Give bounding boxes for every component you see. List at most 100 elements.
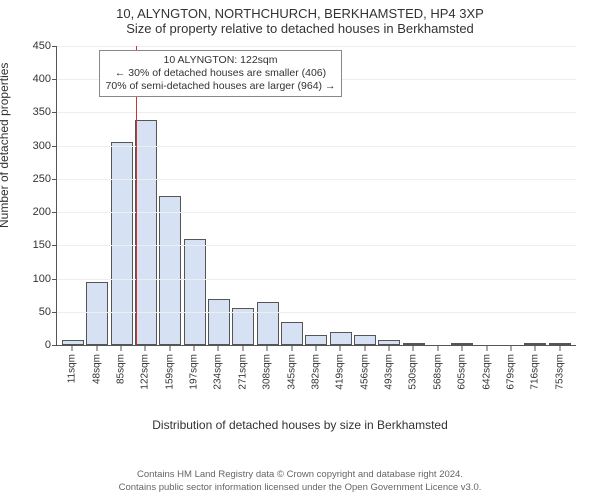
bar xyxy=(354,335,376,345)
x-tick: 642sqm xyxy=(476,346,498,406)
x-tick-label: 642sqm xyxy=(481,354,492,390)
x-tick-label: 48sqm xyxy=(91,354,102,384)
bar xyxy=(403,343,425,345)
y-tick-label: 100 xyxy=(33,273,51,285)
annotation-line: 70% of semi-detached houses are larger (… xyxy=(106,80,336,93)
x-tick-mark xyxy=(194,346,195,351)
x-tick-mark xyxy=(169,346,170,351)
x-tick-mark xyxy=(267,346,268,351)
y-tick-mark xyxy=(52,312,57,313)
grid-line xyxy=(57,245,576,246)
x-tick-mark xyxy=(389,346,390,351)
chart-title-line1: 10, ALYNGTON, NORTHCHURCH, BERKHAMSTED, … xyxy=(0,0,600,21)
x-tick: 716sqm xyxy=(524,346,546,406)
x-ticks-container: 11sqm 48sqm 85sqm 122sqm159sqm 197sqm 234sqm 2… xyxy=(56,346,576,406)
x-tick-label: 530sqm xyxy=(408,354,419,390)
x-tick: 159sqm xyxy=(159,346,181,406)
x-tick: 271sqm xyxy=(232,346,254,406)
x-tick: 753sqm xyxy=(549,346,571,406)
y-tick-label: 300 xyxy=(33,140,51,152)
y-tick-label: 400 xyxy=(33,73,51,85)
x-tick-mark xyxy=(535,346,536,351)
bar xyxy=(62,340,84,345)
bar-slot xyxy=(378,46,400,345)
x-tick-label: 605sqm xyxy=(457,354,468,390)
x-tick-mark xyxy=(340,346,341,351)
grid-line xyxy=(57,112,576,113)
y-tick-label: 450 xyxy=(33,40,51,52)
bar-slot xyxy=(451,46,473,345)
x-tick-label: 753sqm xyxy=(554,354,565,390)
bar xyxy=(305,335,327,345)
x-tick: 234sqm xyxy=(207,346,229,406)
bar-slot xyxy=(62,46,84,345)
y-tick-mark xyxy=(52,146,57,147)
y-tick-label: 150 xyxy=(33,239,51,251)
x-tick: 419sqm xyxy=(329,346,351,406)
grid-line xyxy=(57,279,576,280)
chart-container: Number of detached properties 0501001502… xyxy=(0,38,600,418)
bar xyxy=(86,282,108,345)
y-tick-label: 350 xyxy=(33,106,51,118)
bar xyxy=(524,343,546,345)
x-tick: 568sqm xyxy=(427,346,449,406)
y-tick-mark xyxy=(52,279,57,280)
x-tick-mark xyxy=(120,346,121,351)
x-tick-label: 85sqm xyxy=(115,354,126,384)
x-axis-label: Distribution of detached houses by size … xyxy=(0,418,600,432)
y-tick-mark xyxy=(52,179,57,180)
credit-text: Contains HM Land Registry data © Crown c… xyxy=(0,469,600,494)
x-tick-label: 345sqm xyxy=(286,354,297,390)
x-tick-mark xyxy=(559,346,560,351)
x-tick-mark xyxy=(462,346,463,351)
bar xyxy=(232,308,254,345)
bar xyxy=(184,239,206,345)
x-tick: 456sqm xyxy=(354,346,376,406)
bar xyxy=(257,302,279,345)
bar xyxy=(330,332,352,345)
x-tick: 679sqm xyxy=(500,346,522,406)
x-tick-label: 382sqm xyxy=(310,354,321,390)
bar-slot xyxy=(476,46,498,345)
grid-line xyxy=(57,146,576,147)
y-tick-mark xyxy=(52,46,57,47)
x-tick: 197sqm xyxy=(183,346,205,406)
x-tick-label: 716sqm xyxy=(530,354,541,390)
y-tick-mark xyxy=(52,112,57,113)
x-tick-mark xyxy=(315,346,316,351)
y-tick-label: 0 xyxy=(45,339,51,351)
bar-slot xyxy=(427,46,449,345)
bar xyxy=(378,340,400,345)
y-tick-label: 200 xyxy=(33,206,51,218)
x-tick-mark xyxy=(291,346,292,351)
x-tick-mark xyxy=(218,346,219,351)
annotation-line: 10 ALYNGTON: 122sqm xyxy=(106,54,336,67)
x-tick-label: 679sqm xyxy=(505,354,516,390)
x-tick-label: 456sqm xyxy=(359,354,370,390)
grid-line xyxy=(57,312,576,313)
bar xyxy=(549,343,571,345)
plot-area: 05010015020025030035040045010 ALYNGTON: … xyxy=(56,46,576,346)
grid-line xyxy=(57,46,576,47)
x-tick: 11sqm xyxy=(61,346,83,406)
x-tick-label: 493sqm xyxy=(384,354,395,390)
chart-title-line2: Size of property relative to detached ho… xyxy=(0,21,600,38)
grid-line xyxy=(57,179,576,180)
bar-slot xyxy=(549,46,571,345)
x-tick: 122sqm xyxy=(134,346,156,406)
x-tick-mark xyxy=(413,346,414,351)
bar xyxy=(208,299,230,346)
x-tick-mark xyxy=(437,346,438,351)
x-tick-label: 11sqm xyxy=(67,354,78,383)
x-tick: 493sqm xyxy=(378,346,400,406)
x-tick-mark xyxy=(242,346,243,351)
annotation-line: ← 30% of detached houses are smaller (40… xyxy=(106,67,336,80)
x-tick-label: 197sqm xyxy=(189,354,200,390)
x-tick-label: 234sqm xyxy=(213,354,224,390)
bar-slot xyxy=(524,46,546,345)
x-tick-mark xyxy=(364,346,365,351)
x-tick-label: 419sqm xyxy=(335,354,346,390)
x-tick-mark xyxy=(96,346,97,351)
x-tick-label: 308sqm xyxy=(262,354,273,390)
y-tick-mark xyxy=(52,212,57,213)
